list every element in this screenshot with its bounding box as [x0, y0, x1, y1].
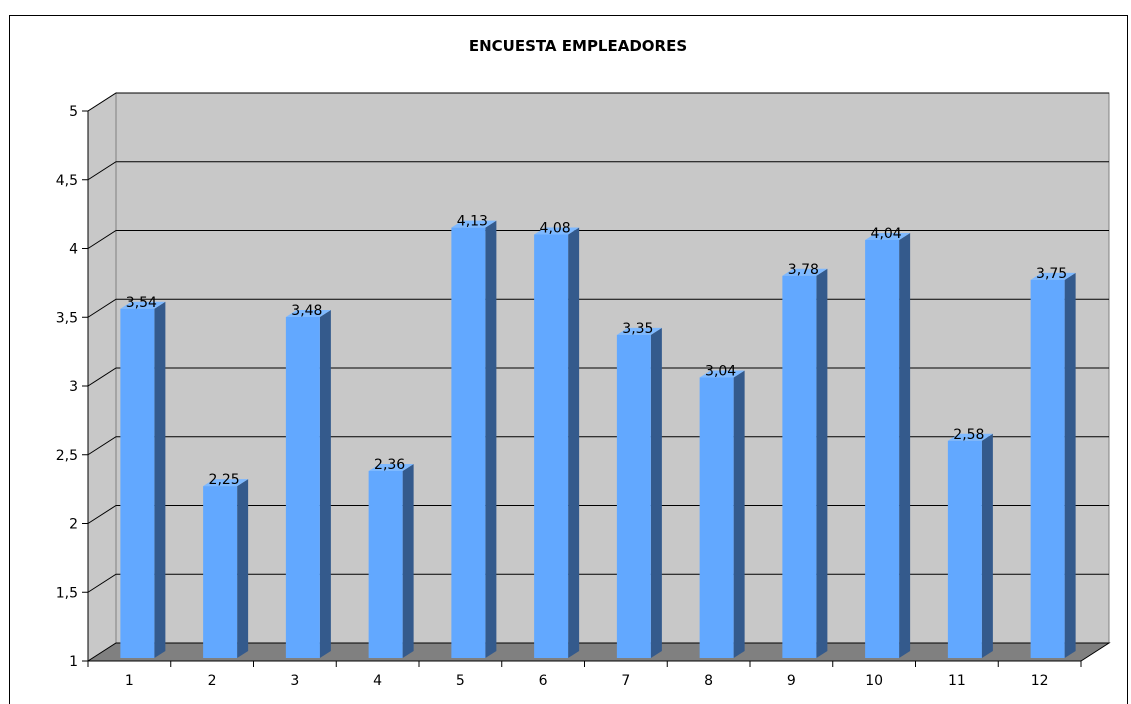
data-label: 2,25	[209, 472, 240, 488]
bar-top	[1030, 272, 1076, 280]
bar-top	[534, 227, 580, 235]
bar-top	[699, 370, 745, 378]
bar-side	[899, 232, 911, 658]
bar	[534, 227, 580, 658]
bar-side	[402, 463, 414, 658]
x-tick-label: 6	[539, 673, 548, 689]
bar-front	[782, 275, 817, 658]
bar-top	[947, 433, 993, 441]
x-tick-label: 10	[865, 673, 883, 689]
bar-top	[120, 301, 166, 309]
bar-side	[568, 227, 580, 658]
bar-front	[947, 440, 982, 658]
bar-front	[865, 240, 900, 658]
data-label: 4,04	[871, 226, 902, 242]
gridlines	[87, 92, 1109, 593]
y-axis: 1 1,5 2 2,5 3 3,5 4 4,5 5	[56, 104, 89, 670]
bar	[947, 433, 993, 658]
gridline	[87, 505, 1109, 524]
bar	[782, 268, 828, 658]
chart-title: ENCUESTA EMPLEADORES	[469, 37, 687, 55]
gridline	[87, 230, 1109, 249]
bar-front	[616, 334, 651, 658]
bar-side	[485, 220, 497, 658]
bar	[120, 301, 166, 658]
bar	[368, 463, 414, 658]
x-tick-label: 2	[208, 673, 217, 689]
x-tick-label: 3	[290, 673, 299, 689]
x-tick-label: 1	[125, 673, 134, 689]
bar	[203, 479, 249, 658]
y-tick-label: 3	[69, 379, 78, 395]
bars	[120, 220, 1076, 658]
x-tick-label: 4	[373, 673, 382, 689]
bar-front	[203, 486, 238, 658]
x-tick-label: 5	[456, 673, 465, 689]
data-label: 2,36	[374, 457, 405, 473]
bar	[451, 220, 497, 658]
y-tick-label: 2	[69, 517, 78, 533]
bar-side	[154, 301, 166, 658]
gridline	[87, 92, 1109, 112]
x-tick-label: 11	[948, 673, 966, 689]
y-tick-label: 3,5	[56, 310, 78, 326]
gridline	[87, 436, 1109, 456]
bar-side	[981, 433, 993, 658]
data-label: 4,08	[540, 221, 571, 237]
bar	[1030, 272, 1076, 658]
gridline	[87, 367, 1109, 387]
bar-top	[285, 309, 331, 317]
x-tick-label: 9	[787, 673, 796, 689]
data-label: 3,04	[705, 364, 736, 380]
y-tick-label: 2,5	[56, 448, 78, 464]
bar-side	[237, 479, 249, 658]
bar-top	[782, 268, 828, 276]
bar-front	[368, 471, 403, 658]
bar-side	[733, 370, 745, 658]
bar-front	[285, 317, 320, 658]
data-label: 3,78	[788, 262, 819, 278]
y-tick-label: 5	[69, 104, 78, 120]
data-label: 3,54	[126, 295, 157, 311]
data-label: 3,48	[291, 303, 322, 319]
bar-top	[368, 463, 414, 471]
bar-front	[1030, 279, 1065, 658]
bar-side	[319, 309, 331, 658]
y-tick-label: 4,5	[56, 173, 78, 189]
y-tick-label: 4	[69, 242, 78, 258]
x-tick-label: 12	[1031, 673, 1049, 689]
gridline	[87, 573, 1109, 593]
data-label: 3,75	[1036, 266, 1067, 282]
x-axis: 1 2 3 4 5 6 7 8 9 10 11 12	[87, 660, 1082, 689]
chart-frame	[9, 15, 1128, 704]
bar-top	[865, 232, 911, 240]
data-labels: 3,54 2,25 3,48 2,36 4,13 4,08 3,35 3,04 3,78 4,04…	[126, 214, 1067, 489]
x-tick-label: 7	[621, 673, 630, 689]
bar	[865, 232, 911, 658]
x-tick-label: 8	[704, 673, 713, 689]
bar-front	[451, 227, 486, 658]
bar-front	[120, 308, 155, 658]
gridline	[87, 298, 1109, 318]
bar-side	[650, 327, 662, 658]
bar	[616, 327, 662, 658]
data-label: 4,13	[457, 214, 488, 230]
bar	[699, 370, 745, 658]
data-label: 2,58	[953, 427, 984, 443]
data-label: 3,35	[622, 321, 653, 337]
bar	[285, 309, 331, 658]
bar-top	[616, 327, 662, 335]
bar-top	[203, 479, 249, 487]
bar-front	[534, 234, 569, 658]
y-tick-label: 1,5	[56, 585, 78, 601]
bar-top	[451, 220, 497, 228]
y-tick-label: 1	[69, 654, 78, 670]
bar-side	[1064, 272, 1076, 658]
bar-front	[699, 377, 734, 658]
bar-side	[816, 268, 828, 658]
gridline	[87, 161, 1109, 181]
